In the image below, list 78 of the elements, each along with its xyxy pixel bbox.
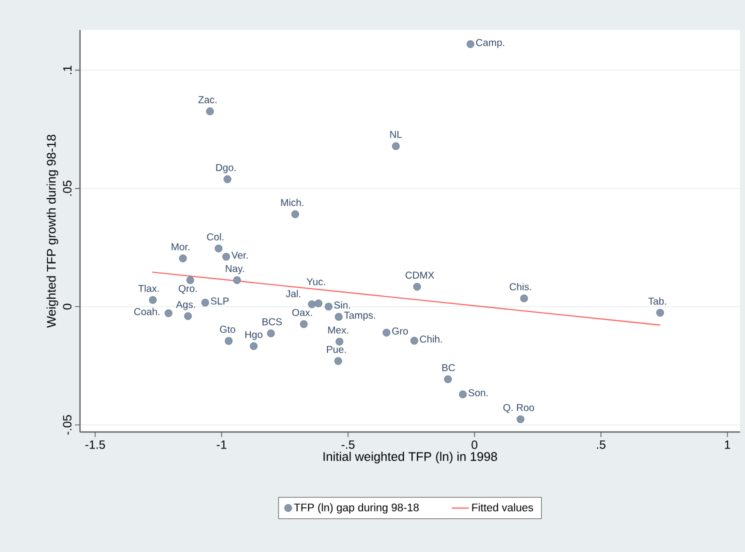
x-tick-label: -1 [216, 440, 226, 449]
x-tick-label: 1 [724, 440, 730, 449]
x-axis-title: Initial weighted TFP (ln) in 1998 [324, 452, 498, 464]
annotation: Q. Roo [503, 404, 534, 413]
point [214, 244, 222, 252]
y-tick-label: .05 [63, 180, 72, 196]
point [458, 390, 467, 398]
annotation: Mex. [328, 326, 348, 334]
point [444, 375, 452, 384]
annotation: Camp. [476, 39, 504, 48]
annotation: Tamps. [344, 312, 376, 321]
point [224, 337, 233, 345]
annotation: Mor. [172, 243, 190, 250]
x-tick-label: -.5 [342, 440, 355, 449]
annotation: BC [442, 364, 455, 372]
annotation: NL [390, 131, 402, 138]
annotation: Chih. [420, 335, 442, 343]
x-tick-label: -1.5 [85, 440, 105, 449]
y-tick-label: -.05 [63, 415, 72, 435]
point [308, 300, 316, 308]
point [184, 312, 192, 320]
annotation: BCS [262, 318, 282, 326]
point [413, 282, 421, 291]
point [324, 302, 332, 311]
annotation: Ver. [231, 252, 248, 259]
y-tick-label: .1 [63, 66, 72, 74]
legend-label: Fitted values [472, 503, 534, 512]
point [466, 40, 474, 48]
point [222, 252, 230, 261]
point [224, 175, 232, 184]
point [206, 107, 214, 116]
x-tick-label: .5 [597, 440, 606, 449]
point [267, 329, 275, 338]
annotation: CDMX [406, 272, 434, 279]
annotation: SLP [210, 297, 229, 305]
annotation: Gto [220, 326, 236, 333]
annotation: Mich. [281, 198, 304, 206]
point [516, 415, 524, 424]
point [233, 276, 241, 284]
annotation: Yuc. [306, 278, 325, 286]
y-axis-title: Weighted TFP growth during 98-18 [46, 134, 58, 328]
annotation: Nay. [226, 265, 244, 274]
annotation: Pue. [327, 346, 346, 353]
point [334, 312, 343, 321]
annotation: Hgo [245, 331, 262, 340]
point [314, 299, 322, 308]
annotation: Tab. [648, 297, 666, 305]
legend-label: TFP (ln) gap during 98-18 [294, 503, 419, 514]
point [336, 338, 344, 346]
point [179, 254, 187, 262]
x-tick-label: 0 [472, 440, 478, 449]
annotation: Ags. [176, 301, 196, 310]
annotation: Dgo. [216, 164, 236, 174]
annotation: Son. [468, 389, 488, 396]
point [334, 357, 342, 365]
annotation: Oax. [292, 309, 312, 316]
annotation: Sin. [334, 301, 350, 309]
point [164, 309, 172, 318]
point [520, 294, 528, 302]
point [300, 320, 308, 328]
point [201, 298, 210, 307]
annotation: Chis. [510, 282, 532, 290]
point [186, 276, 194, 284]
annotation: Zac. [198, 96, 216, 104]
y-tick-label: 0 [63, 304, 72, 310]
point [250, 342, 258, 350]
point [148, 296, 157, 304]
annotation: Gro [392, 328, 408, 335]
annotation: Qro. [178, 285, 197, 294]
point [291, 210, 300, 218]
point [410, 336, 418, 345]
annotation: Coah. [134, 308, 160, 316]
annotation: Jal. [286, 290, 300, 298]
point [656, 308, 664, 317]
point [392, 142, 400, 150]
annotation: Col. [207, 233, 224, 240]
point [382, 328, 390, 337]
annotation: Tlax. [138, 284, 159, 292]
